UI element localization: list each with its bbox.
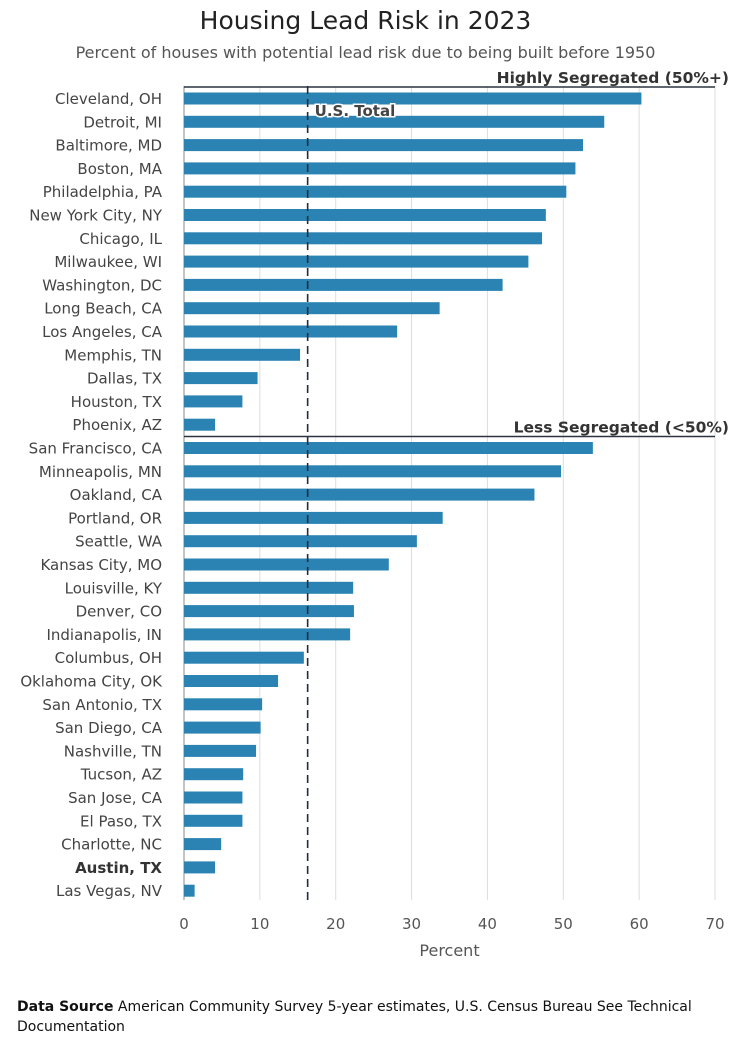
bar	[184, 838, 222, 851]
category-label: El Paso, TX	[80, 812, 162, 830]
bar	[184, 348, 301, 361]
category-label: Minneapolis, MN	[39, 463, 162, 481]
category-label: Memphis, TN	[64, 346, 162, 364]
category-label: Nashville, TN	[64, 742, 162, 760]
category-label: Oakland, CA	[70, 486, 163, 504]
bar	[184, 488, 535, 501]
bar	[184, 325, 398, 338]
chart-title: Housing Lead Risk in 2023	[199, 6, 532, 35]
bar	[184, 581, 354, 594]
category-label: Boston, MA	[77, 160, 162, 178]
bar	[184, 768, 244, 781]
bar	[184, 884, 195, 897]
bar	[184, 162, 576, 175]
bar	[184, 372, 258, 385]
bar	[184, 861, 216, 874]
x-tick-label: 10	[250, 915, 269, 933]
category-label: Denver, CO	[76, 603, 162, 621]
bar	[184, 535, 417, 548]
category-label: Columbus, OH	[55, 649, 162, 667]
category-label: Philadelphia, PA	[43, 183, 163, 201]
x-tick-label: 0	[179, 915, 189, 933]
x-tick-label: 60	[630, 915, 649, 933]
bar-chart: 0 10 20 30 40 50 60 70 Percent Highly Segregated …	[20, 69, 729, 960]
bar	[184, 651, 304, 664]
category-label: San Jose, CA	[68, 789, 163, 807]
bar	[184, 255, 529, 268]
category-label: Cleveland, OH	[55, 90, 162, 108]
bar	[184, 558, 389, 571]
category-label: Phoenix, AZ	[72, 416, 162, 434]
bar	[184, 675, 279, 687]
category-label: Seattle, WA	[75, 533, 163, 551]
category-label: New York City, NY	[29, 207, 163, 225]
chart-subtitle: Percent of houses with potential lead ri…	[75, 43, 656, 62]
bar	[184, 814, 243, 827]
data-source-label: Data Source	[17, 999, 114, 1015]
x-tick-label: 20	[326, 915, 345, 933]
category-label: San Diego, CA	[55, 719, 163, 737]
category-label: Tucson, AZ	[80, 766, 162, 784]
data-source-text: American Community Survey 5-year estimat…	[17, 999, 692, 1035]
category-label: Washington, DC	[42, 276, 162, 294]
bar	[184, 185, 567, 198]
bar	[184, 744, 257, 757]
bar	[184, 791, 243, 804]
category-label: Charlotte, NC	[61, 836, 162, 854]
bar	[184, 209, 546, 221]
category-label: Portland, OR	[68, 509, 162, 527]
x-tick-label: 40	[478, 915, 497, 933]
category-label: Louisville, KY	[65, 579, 163, 597]
category-label: Los Angeles, CA	[42, 323, 163, 341]
x-axis-title: Percent	[419, 941, 479, 960]
category-label: Detroit, MI	[83, 113, 162, 131]
bar	[184, 302, 440, 315]
category-label: Austin, TX	[75, 859, 162, 877]
bar	[184, 442, 593, 454]
category-label: Chicago, IL	[79, 230, 162, 248]
bar	[184, 511, 443, 524]
bar	[184, 139, 584, 152]
x-tick-label: 70	[705, 915, 724, 933]
data-source-footer: Data Source American Community Survey 5-…	[17, 997, 717, 1037]
category-label: Houston, TX	[71, 393, 162, 411]
group-label: Highly Segregated (50%+)	[497, 69, 729, 87]
reference-line-label: U.S. Total	[315, 102, 396, 120]
bar	[184, 232, 543, 245]
category-label: Indianapolis, IN	[46, 626, 162, 644]
category-label: Long Beach, CA	[44, 300, 163, 318]
bar	[184, 698, 263, 711]
category-label: Kansas City, MO	[40, 556, 162, 574]
category-label: San Francisco, CA	[29, 440, 163, 458]
category-label: Las Vegas, NV	[56, 882, 163, 900]
bar	[184, 465, 562, 478]
category-label: Dallas, TX	[87, 370, 162, 388]
group-label: Less Segregated (<50%)	[514, 419, 729, 437]
category-label: Milwaukee, WI	[54, 253, 162, 271]
bar	[184, 628, 351, 641]
category-label: Baltimore, MD	[55, 137, 162, 155]
bar	[184, 721, 261, 734]
bar	[184, 278, 503, 291]
x-tick-label: 30	[402, 915, 421, 933]
x-tick-label: 50	[554, 915, 573, 933]
bar	[184, 92, 642, 105]
bar	[184, 115, 605, 128]
category-label: San Antonio, TX	[42, 696, 162, 714]
bar	[184, 395, 243, 408]
bar	[184, 418, 216, 431]
bar	[184, 605, 354, 618]
category-label: Oklahoma City, OK	[20, 673, 163, 691]
